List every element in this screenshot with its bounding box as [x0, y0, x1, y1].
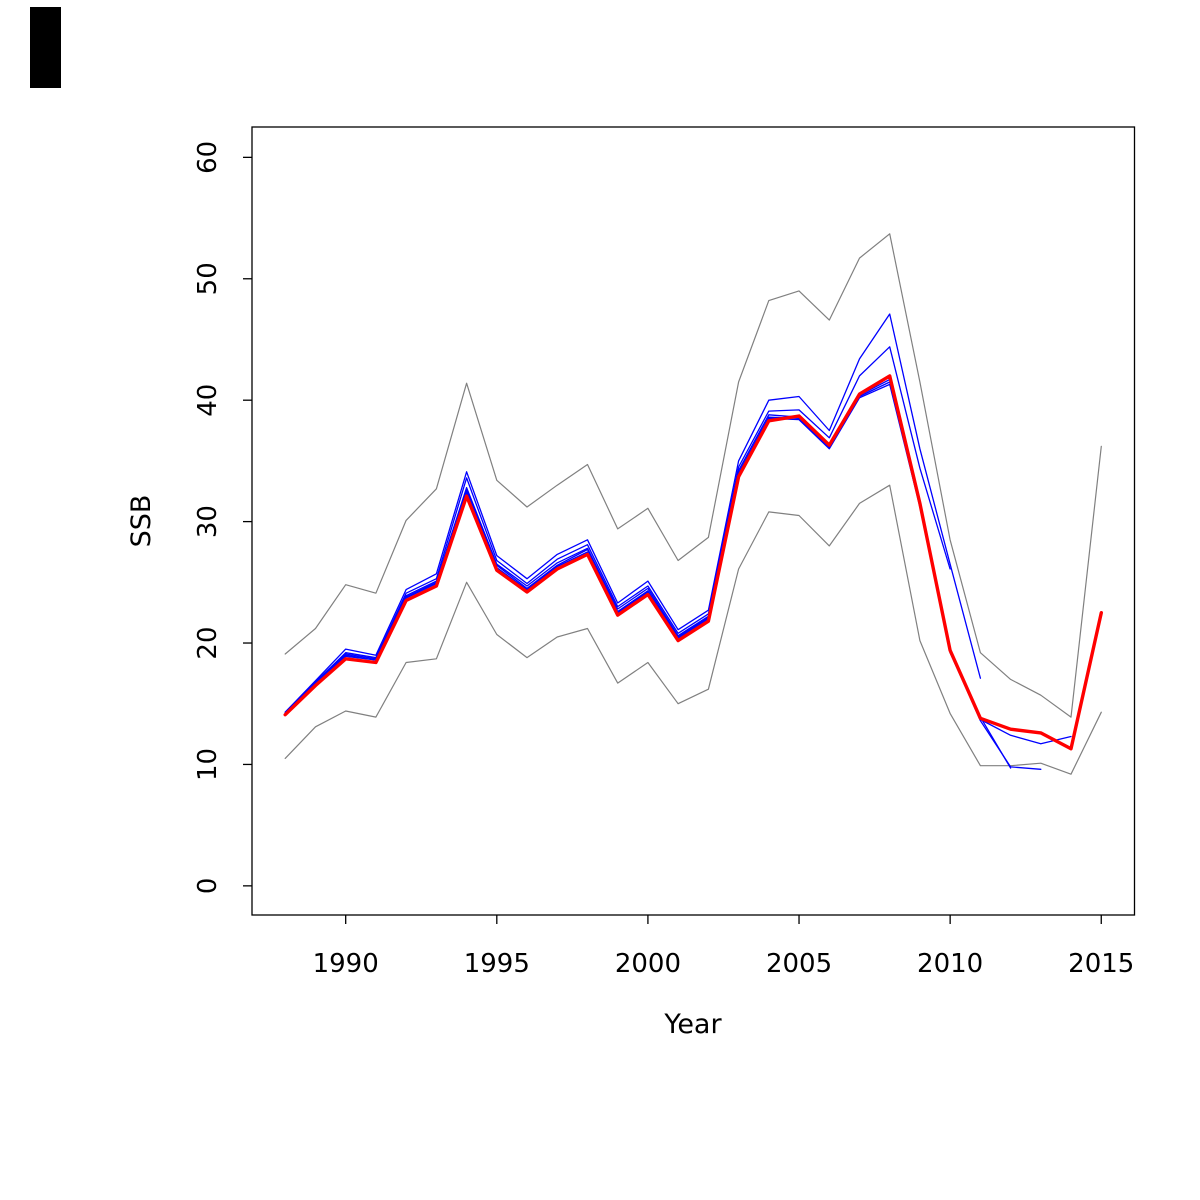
x-tick-label: 2010 — [917, 949, 983, 979]
y-tick-label: 40 — [193, 384, 223, 417]
y-tick-label: 50 — [193, 262, 223, 295]
x-tick-label: 1990 — [313, 949, 379, 979]
line-ci-upper — [284, 233, 1102, 718]
line-retro-peel-2014 — [284, 383, 1072, 745]
y-tick-label: 0 — [193, 878, 223, 895]
line-retro-peel-2010 — [284, 346, 951, 713]
axes-layer: 1990 1995 2000 2005 2010 2015 0 10 20 30 40 50 60 — [193, 126, 1136, 979]
plot-box — [251, 126, 1136, 916]
x-tick-label: 2005 — [766, 949, 832, 979]
y-tick-label: 60 — [193, 141, 223, 174]
line-retro-peel-2012 — [284, 378, 1012, 769]
line-ssb-estimate — [283, 374, 1104, 751]
y-tick-label: 20 — [193, 626, 223, 659]
x-tick-label: 2015 — [1068, 949, 1134, 979]
y-tick-label: 30 — [193, 505, 223, 538]
x-tick-label: 1995 — [464, 949, 530, 979]
x-tick-label: 2000 — [615, 949, 681, 979]
x-axis-title: Year — [663, 1009, 722, 1040]
y-axis-title: SSB — [126, 495, 157, 548]
line-ci-lower — [284, 484, 1102, 775]
terminal-cursor-block — [30, 7, 61, 88]
line-retro-peel-2011 — [284, 313, 982, 713]
y-tick-label: 10 — [193, 748, 223, 781]
line-retro-peel-2013 — [284, 381, 1042, 770]
series-layer — [283, 233, 1104, 775]
